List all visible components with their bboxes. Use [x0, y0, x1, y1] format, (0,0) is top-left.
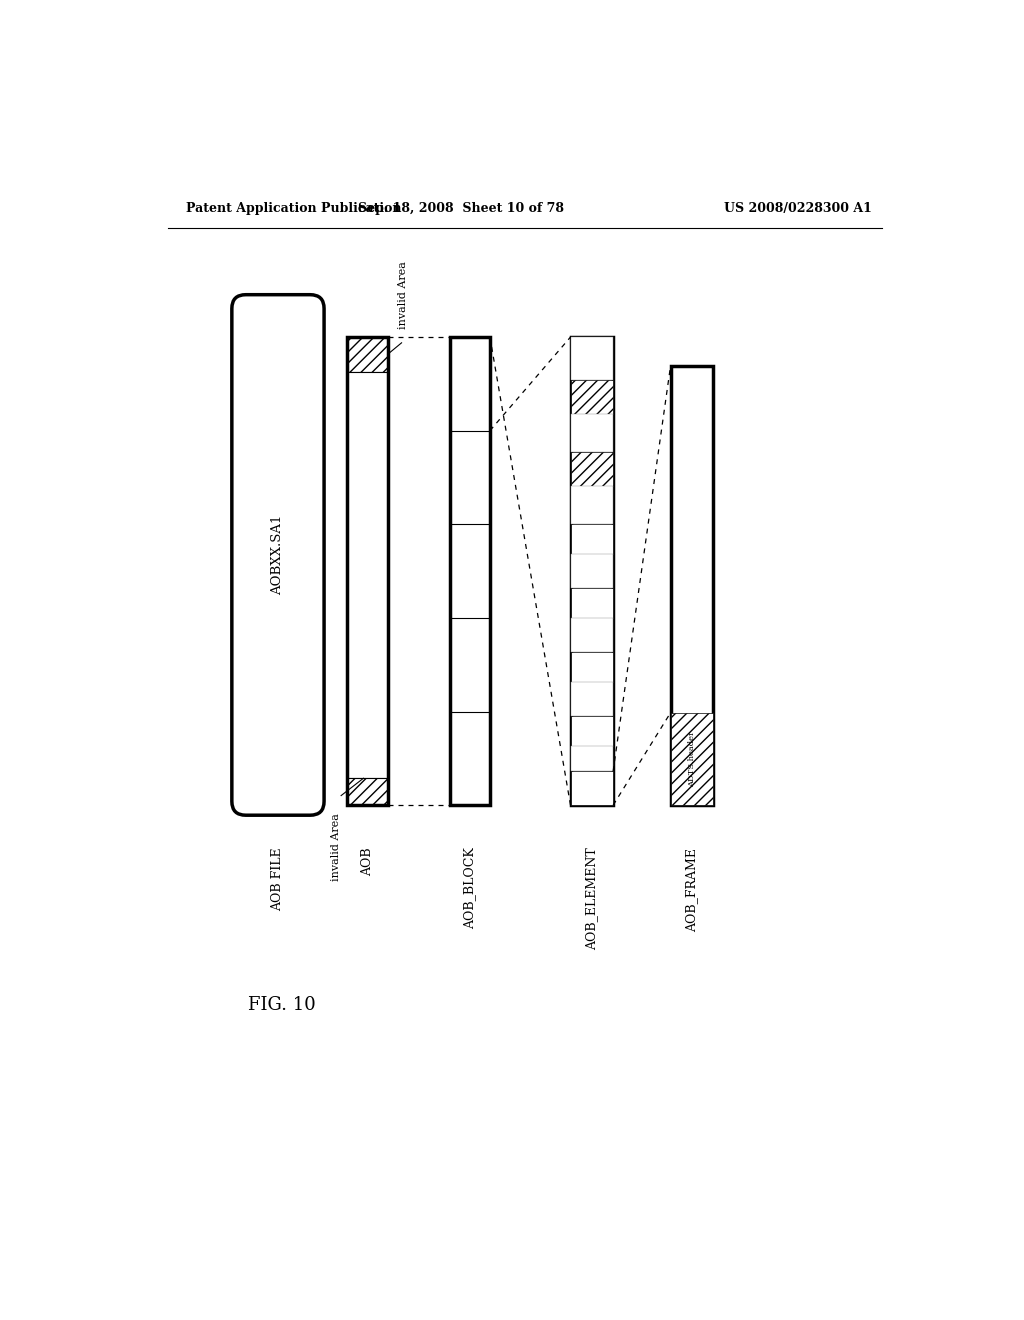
- Bar: [450, 337, 489, 805]
- Bar: [570, 337, 613, 805]
- Bar: [570, 451, 613, 486]
- Bar: [570, 771, 613, 805]
- Text: AOB_FRAME: AOB_FRAME: [685, 847, 698, 932]
- Bar: [570, 746, 613, 771]
- Text: US 2008/0228300 A1: US 2008/0228300 A1: [724, 202, 872, 215]
- Bar: [671, 713, 713, 805]
- Bar: [347, 337, 388, 372]
- Text: ADTS.header: ADTS.header: [688, 731, 696, 787]
- Bar: [347, 337, 388, 805]
- Bar: [570, 652, 613, 681]
- Bar: [570, 715, 613, 746]
- Bar: [570, 618, 613, 652]
- Text: Patent Application Publication: Patent Application Publication: [186, 202, 401, 215]
- Text: AOBXX.SA1: AOBXX.SA1: [271, 515, 285, 595]
- Bar: [570, 380, 613, 413]
- Text: AOB_ELEMENT: AOB_ELEMENT: [586, 847, 598, 950]
- Text: invalid Area: invalid Area: [398, 261, 409, 330]
- Bar: [347, 372, 388, 779]
- Bar: [570, 486, 613, 524]
- Text: invalid Area: invalid Area: [331, 813, 341, 880]
- Bar: [347, 779, 388, 805]
- Bar: [671, 367, 713, 805]
- Bar: [570, 413, 613, 451]
- Text: AOB: AOB: [361, 847, 374, 876]
- FancyBboxPatch shape: [231, 294, 324, 816]
- Bar: [570, 681, 613, 715]
- Text: AOB FILE: AOB FILE: [271, 847, 285, 911]
- Bar: [570, 554, 613, 589]
- Bar: [570, 524, 613, 554]
- Bar: [570, 337, 613, 380]
- Bar: [570, 589, 613, 618]
- Text: FIG. 10: FIG. 10: [248, 997, 315, 1014]
- Text: Sep. 18, 2008  Sheet 10 of 78: Sep. 18, 2008 Sheet 10 of 78: [358, 202, 564, 215]
- Text: AOB_BLOCK: AOB_BLOCK: [463, 847, 476, 929]
